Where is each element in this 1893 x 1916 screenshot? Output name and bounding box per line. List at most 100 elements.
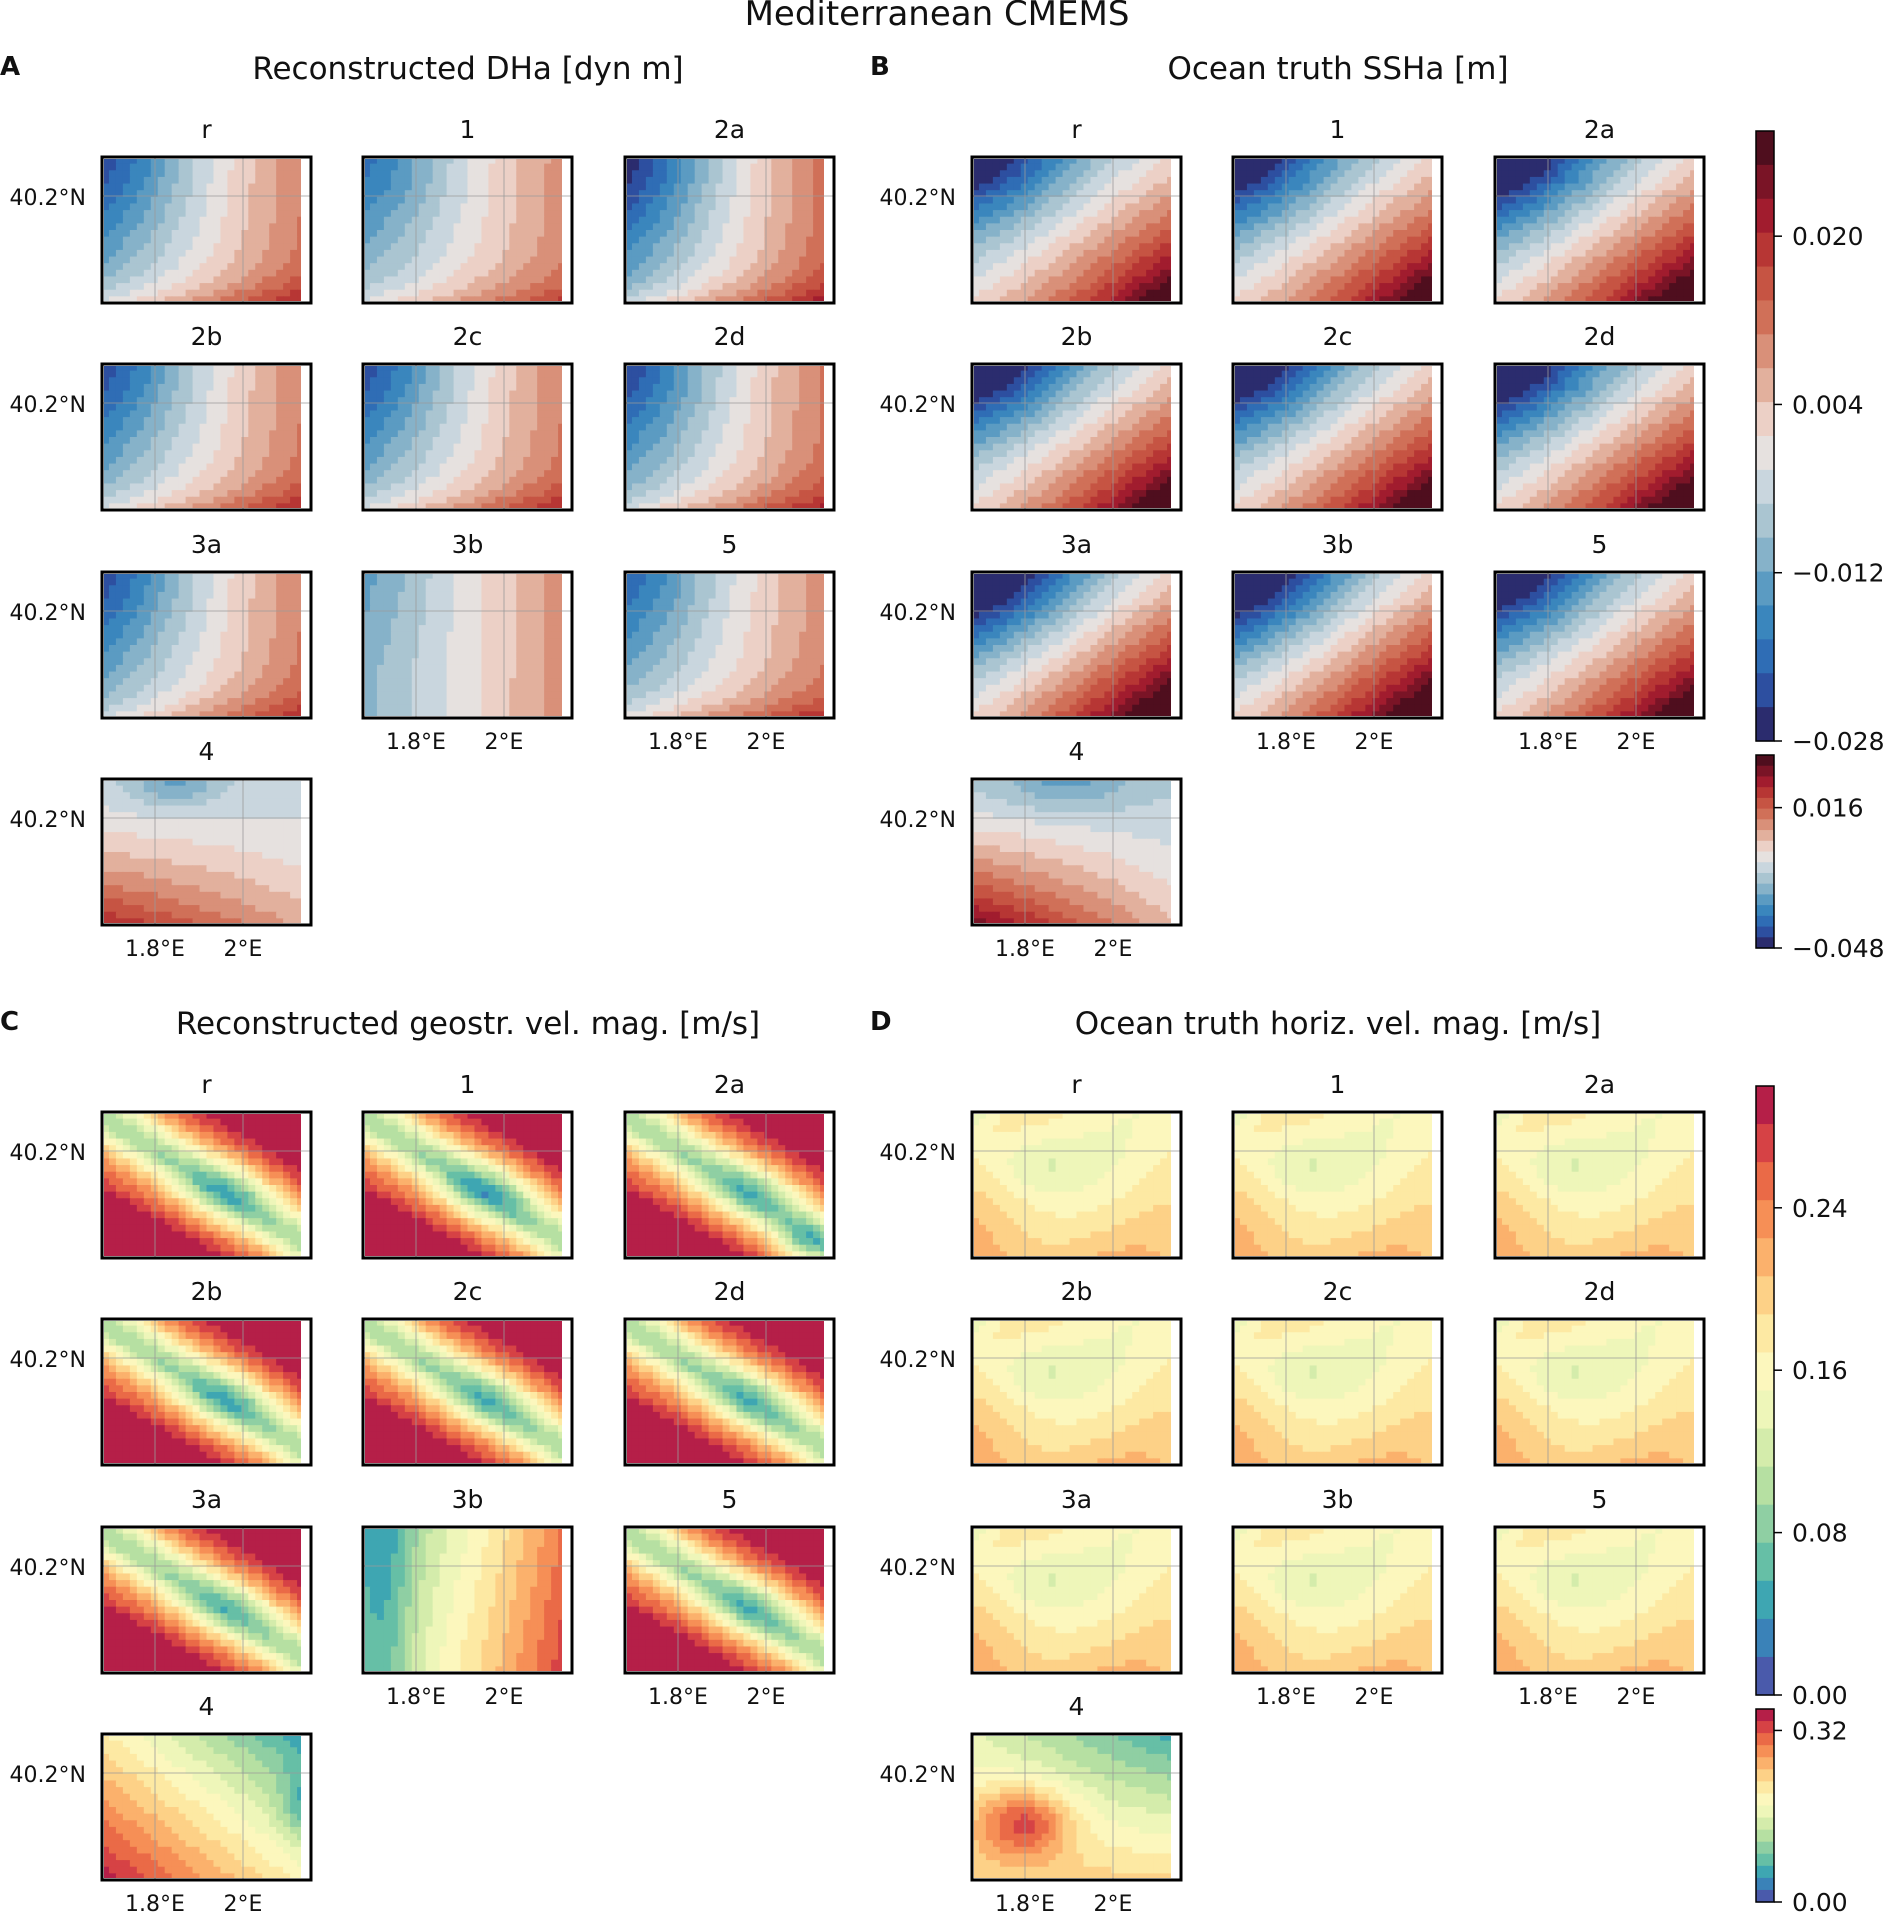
- contour-cell: [104, 496, 110, 504]
- contour-cell: [365, 410, 371, 418]
- contour-cell: [108, 671, 117, 679]
- contour-cell: [129, 611, 138, 620]
- contour-cell: [269, 691, 277, 699]
- contour-cell: [255, 366, 263, 372]
- contour-cell: [446, 276, 455, 284]
- contour-cell: [743, 236, 751, 244]
- contour-cell: [164, 483, 173, 491]
- contour-cell: [213, 605, 222, 613]
- contour-cell: [241, 403, 249, 412]
- contour-cell: [297, 450, 301, 458]
- contour-cell: [404, 598, 413, 606]
- contour-cell: [495, 443, 503, 451]
- contour-cell: [446, 203, 455, 211]
- contour-cell: [283, 443, 291, 451]
- contour-cell: [404, 456, 413, 465]
- contour-cell: [150, 664, 159, 673]
- contour-cell: [269, 196, 277, 205]
- contour-cell: [792, 370, 800, 378]
- contour-cell: [262, 490, 270, 498]
- contour-cell: [673, 503, 682, 508]
- contour-cell: [631, 210, 640, 218]
- contour-cell: [722, 183, 731, 191]
- contour-cell: [708, 249, 717, 258]
- contour-cell: [227, 296, 235, 301]
- contour-cell: [192, 664, 201, 673]
- contour-cell: [771, 183, 779, 191]
- contour-cell: [290, 618, 298, 626]
- contour-cell: [213, 470, 222, 478]
- contour-cell: [383, 483, 392, 491]
- contour-cell: [544, 203, 552, 211]
- contour-cell: [290, 574, 298, 580]
- contour-cell: [509, 430, 517, 438]
- contour-cell: [425, 496, 434, 504]
- contour-cell: [369, 397, 378, 405]
- contour-cell: [502, 190, 510, 198]
- contour-cell: [722, 483, 731, 491]
- contour-cell: [108, 223, 117, 231]
- contour-cell: [129, 574, 138, 580]
- contour-cell: [178, 664, 187, 673]
- contour-cell: [481, 403, 489, 412]
- contour-cell: [627, 163, 633, 171]
- contour-cell: [164, 276, 173, 284]
- contour-cell: [509, 216, 517, 224]
- contour-cell: [376, 256, 385, 264]
- contour-cell: [248, 490, 256, 498]
- contour-cell: [150, 263, 159, 271]
- contour-cell: [509, 605, 517, 613]
- contour-cell: [404, 289, 413, 297]
- contour-cell: [652, 463, 661, 471]
- contour-cell: [234, 159, 242, 165]
- contour-cell: [446, 296, 455, 301]
- contour-cell: [666, 216, 675, 224]
- contour-cell: [439, 289, 448, 297]
- contour-cell: [297, 704, 301, 712]
- contour-cell: [171, 645, 180, 653]
- contour-cell: [474, 276, 483, 284]
- contour-cell: [297, 611, 301, 620]
- mask-strip: [301, 159, 309, 301]
- contour-cell: [129, 249, 138, 258]
- contour-cell: [369, 390, 378, 398]
- contour-cell: [481, 605, 489, 613]
- contour-cell: [255, 263, 263, 271]
- contour-cell: [799, 463, 807, 471]
- contour-cell: [715, 383, 724, 392]
- contour-cell: [143, 651, 152, 659]
- contour-cell: [411, 366, 420, 372]
- contour-cell: [820, 283, 824, 291]
- contour-cell: [785, 377, 793, 385]
- contour-cell: [397, 503, 406, 508]
- contour-cell: [297, 456, 301, 465]
- contour-cell: [474, 578, 483, 586]
- contour-cell: [495, 183, 503, 191]
- contour-cell: [220, 618, 228, 626]
- contour-cell: [234, 443, 242, 451]
- contour-cell: [220, 296, 228, 301]
- contour-cell: [764, 263, 772, 271]
- contour-cell: [164, 397, 173, 405]
- contour-cell: [297, 664, 301, 673]
- contour-cell: [666, 490, 675, 498]
- contour-cell: [276, 658, 284, 666]
- contour-cell: [792, 417, 800, 425]
- contour-cell: [383, 618, 392, 626]
- contour-cell: [411, 463, 420, 471]
- contour-cell: [365, 183, 371, 191]
- contour-cell: [290, 470, 298, 478]
- contour-cell: [122, 430, 131, 438]
- contour-cell: [631, 383, 640, 392]
- contour-cell: [638, 210, 647, 218]
- contour-cell: [283, 269, 291, 278]
- contour-cell: [495, 605, 503, 613]
- contour-cell: [220, 183, 228, 191]
- contour-cell: [764, 196, 772, 205]
- contour-cell: [764, 456, 772, 465]
- contour-cell: [369, 483, 378, 491]
- contour-cell: [502, 496, 510, 504]
- contour-cell: [206, 183, 215, 191]
- contour-cell: [234, 283, 242, 291]
- contour-cell: [418, 196, 427, 205]
